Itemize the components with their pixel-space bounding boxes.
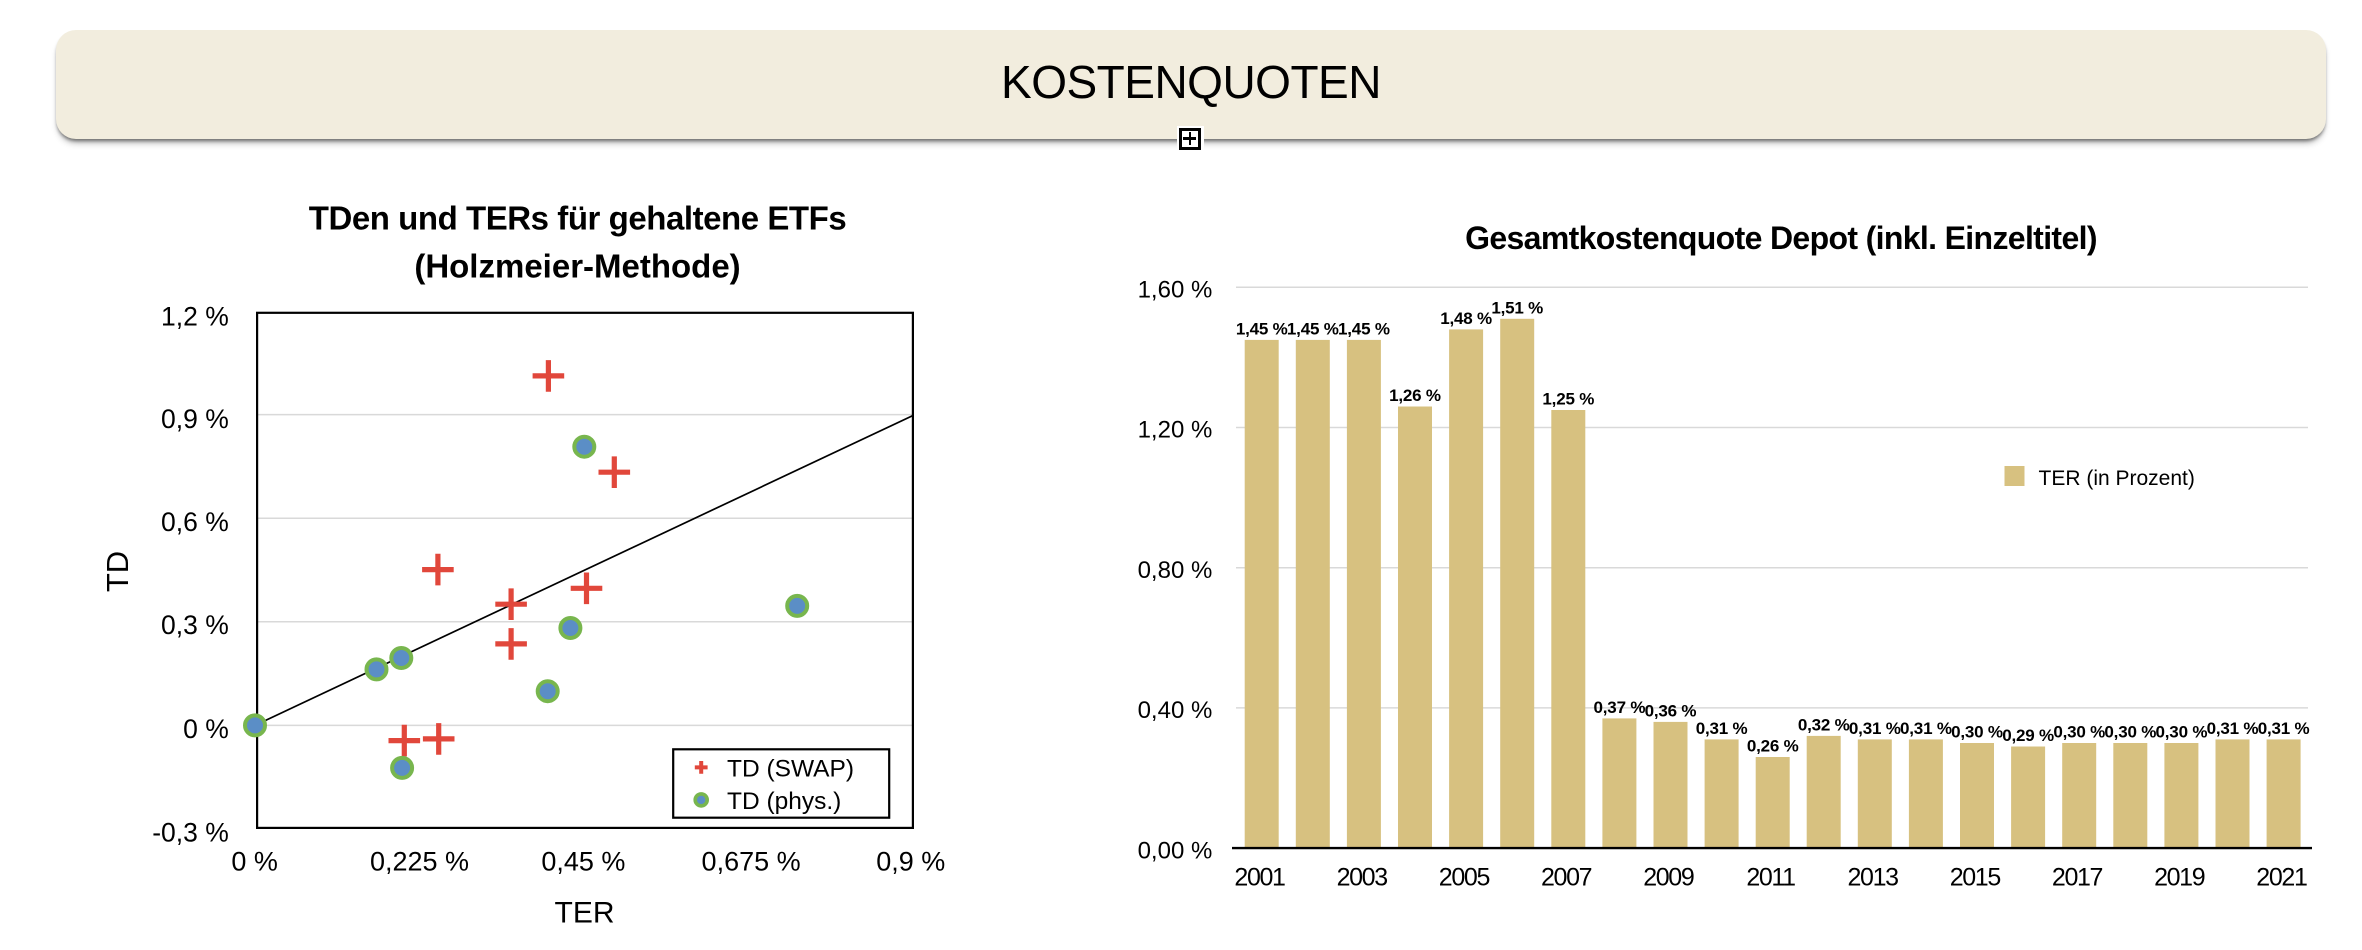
svg-text:0,31 %: 0,31 %	[2258, 719, 2310, 738]
svg-text:2007: 2007	[1541, 864, 1592, 892]
svg-text:0,37 %: 0,37 %	[1594, 698, 1646, 717]
svg-text:0,32 %: 0,32 %	[1798, 715, 1850, 734]
svg-text:2011: 2011	[1746, 864, 1795, 892]
svg-text:TD: TD	[100, 551, 135, 592]
svg-text:2001: 2001	[1234, 864, 1285, 892]
svg-text:0,9 %: 0,9 %	[876, 847, 945, 877]
svg-text:0,30 %: 0,30 %	[2053, 723, 2105, 742]
svg-text:1,20 %: 1,20 %	[1138, 417, 1213, 444]
svg-text:0,29 %: 0,29 %	[2002, 726, 2054, 745]
svg-text:1,45 %: 1,45 %	[1338, 319, 1390, 338]
svg-text:-0,3 %: -0,3 %	[152, 818, 229, 848]
svg-text:2021: 2021	[2256, 864, 2307, 892]
svg-text:0,30 %: 0,30 %	[2156, 723, 2208, 742]
svg-text:1,48 %: 1,48 %	[1440, 309, 1492, 328]
svg-text:0,31 %: 0,31 %	[2207, 719, 2259, 738]
svg-text:2015: 2015	[1950, 864, 2001, 892]
svg-text:TER: TER	[555, 896, 615, 929]
svg-text:0,80 %: 0,80 %	[1138, 557, 1213, 584]
svg-text:TD (SWAP): TD (SWAP)	[727, 755, 854, 782]
svg-text:0,6 %: 0,6 %	[161, 507, 229, 537]
svg-text:0,675 %: 0,675 %	[702, 847, 801, 877]
svg-text:0,225 %: 0,225 %	[370, 847, 469, 877]
svg-text:2003: 2003	[1337, 864, 1388, 892]
svg-text:0,40 %: 0,40 %	[1138, 697, 1213, 724]
svg-text:Gesamtkostenquote Depot (inkl.: Gesamtkostenquote Depot (inkl. Einzeltit…	[1465, 220, 2097, 256]
svg-text:0 %: 0 %	[183, 714, 229, 744]
svg-text:2005: 2005	[1439, 864, 1490, 892]
svg-text:0 %: 0 %	[231, 847, 278, 877]
svg-text:1,2 %: 1,2 %	[161, 302, 229, 332]
svg-text:2009: 2009	[1643, 864, 1694, 892]
svg-text:1,45 %: 1,45 %	[1287, 319, 1339, 338]
svg-text:2013: 2013	[1847, 864, 1898, 892]
svg-text:1,25 %: 1,25 %	[1542, 390, 1594, 409]
svg-text:(Holzmeier-Methode): (Holzmeier-Methode)	[414, 248, 740, 285]
svg-text:0,31 %: 0,31 %	[1849, 719, 1901, 738]
svg-text:1,51 %: 1,51 %	[1491, 298, 1543, 317]
svg-text:0,00 %: 0,00 %	[1138, 837, 1213, 864]
svg-text:0,31 %: 0,31 %	[1696, 719, 1748, 738]
svg-text:TER (in Prozent): TER (in Prozent)	[2039, 467, 2195, 490]
svg-text:0,3 %: 0,3 %	[161, 610, 229, 640]
svg-text:0,9 %: 0,9 %	[161, 404, 229, 434]
svg-text:0,31 %: 0,31 %	[1900, 719, 1952, 738]
svg-text:1,26 %: 1,26 %	[1389, 386, 1441, 405]
svg-text:0,36 %: 0,36 %	[1645, 701, 1697, 720]
svg-text:0,30 %: 0,30 %	[1951, 723, 2003, 742]
svg-text:1,45 %: 1,45 %	[1236, 319, 1288, 338]
svg-text:TDen und TERs für gehaltene ET: TDen und TERs für gehaltene ETFs	[309, 199, 846, 236]
svg-text:0,45 %: 0,45 %	[541, 847, 625, 877]
svg-text:TD (phys.): TD (phys.)	[727, 788, 841, 815]
svg-text:2017: 2017	[2052, 864, 2103, 892]
svg-text:0,30 %: 0,30 %	[2104, 723, 2156, 742]
svg-text:1,60 %: 1,60 %	[1138, 277, 1213, 304]
svg-text:0,26 %: 0,26 %	[1747, 737, 1799, 756]
svg-text:2019: 2019	[2154, 864, 2205, 892]
